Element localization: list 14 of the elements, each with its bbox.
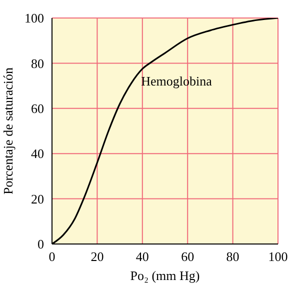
y-tick-label: 60 <box>31 101 44 116</box>
x-tick-label: 20 <box>90 249 104 264</box>
x-tick-label: 40 <box>136 249 149 264</box>
x-tick-label: 0 <box>48 249 56 264</box>
y-tick-label: 100 <box>24 10 44 26</box>
x-tick-label: 60 <box>181 249 194 264</box>
x-tick-label: 100 <box>268 249 288 264</box>
y-axis-title: Porcentaje de saturación <box>0 66 16 195</box>
x-tick-label: 80 <box>226 249 240 264</box>
y-tick-label: 40 <box>31 146 44 162</box>
y-tick-label: 80 <box>31 56 44 71</box>
x-axis-title: Po₂ (mm Hg) <box>130 268 200 283</box>
y-tick-label: 20 <box>31 191 44 206</box>
y-tick-label: 0 <box>38 236 44 252</box>
